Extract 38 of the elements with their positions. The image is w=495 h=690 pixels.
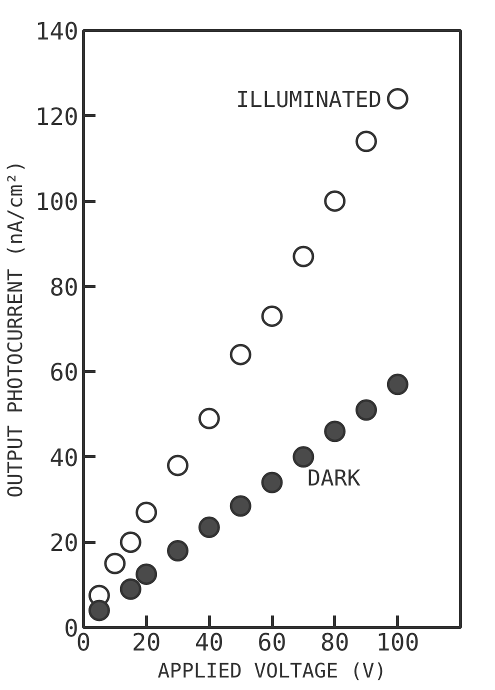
point xyxy=(324,190,346,212)
series-label: ILLUMINATED xyxy=(236,88,382,114)
point xyxy=(120,578,142,600)
x-tick-label: 100 xyxy=(376,628,420,656)
point xyxy=(261,305,283,327)
point xyxy=(356,130,377,152)
y-tick-label: 100 xyxy=(35,188,79,216)
x-tick-label: 80 xyxy=(320,628,350,656)
x-tick-label: 60 xyxy=(258,628,286,656)
y-tick-label: 60 xyxy=(50,358,79,387)
y-tick-label: 140 xyxy=(35,18,79,46)
y-tick-label: 120 xyxy=(35,102,79,131)
x-tick-label: 40 xyxy=(194,628,224,656)
point xyxy=(88,600,110,622)
point xyxy=(230,344,252,366)
point xyxy=(104,552,126,574)
y-tick-label: 20 xyxy=(50,529,79,558)
point xyxy=(198,516,220,538)
point xyxy=(386,88,408,110)
point xyxy=(167,454,188,476)
point xyxy=(292,246,314,268)
y-tick-label: 40 xyxy=(50,444,79,472)
point xyxy=(120,531,142,553)
x-tick-label: 20 xyxy=(132,628,161,656)
y-axis-title: OUTPUT PHOTOCURRENT (nA/cm²) xyxy=(3,160,28,498)
point xyxy=(261,472,283,494)
point xyxy=(324,420,346,442)
x-axis-title: APPLIED VOLTAGE (V) xyxy=(158,658,386,682)
point xyxy=(292,446,314,468)
point xyxy=(230,495,252,517)
point xyxy=(356,399,377,421)
point xyxy=(136,502,158,524)
point xyxy=(136,563,158,585)
series-label: DARK xyxy=(307,466,362,492)
point xyxy=(386,374,408,396)
point xyxy=(198,408,220,430)
y-tick-label: 80 xyxy=(50,273,79,302)
point xyxy=(167,540,188,562)
